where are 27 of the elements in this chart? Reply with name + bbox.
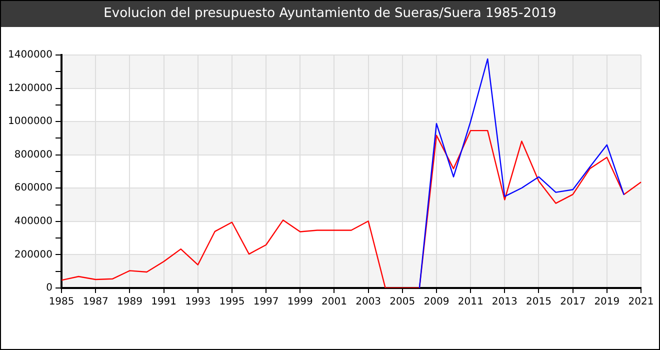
x-tick-label: 2001 [322, 296, 347, 308]
x-tick-label: 1997 [253, 296, 279, 308]
chart-title: Evolucion del presupuesto Ayuntamiento de Sueras/Suera 1985-2019 [1, 1, 659, 27]
y-tick-label: 400000 [14, 216, 53, 228]
y-tick-label: 1400000 [8, 50, 53, 61]
x-tick-label: 2017 [560, 296, 586, 308]
x-tick-label: 2015 [526, 296, 552, 308]
y-tick-label: 200000 [14, 249, 53, 260]
x-tick-label: 1989 [116, 296, 142, 308]
x-tick-label: 1985 [48, 296, 74, 308]
x-tick-label: 1991 [151, 296, 177, 308]
x-tick-label: 2009 [424, 296, 450, 308]
y-tick-label: 0 [46, 282, 53, 294]
x-tick-label: 2005 [390, 296, 416, 308]
x-tick-label: 2011 [458, 296, 484, 308]
x-tick-label: 1995 [219, 296, 245, 308]
y-tick-label: 800000 [14, 149, 53, 160]
x-tick-label: 1987 [82, 296, 108, 308]
y-tick-label: 1200000 [8, 82, 53, 94]
x-tick-label: 1999 [287, 296, 313, 308]
x-tick-label: 2021 [628, 296, 654, 308]
x-tick-label: 1993 [185, 296, 211, 308]
y-tick-label: 600000 [14, 182, 53, 194]
y-tick-label: 1000000 [8, 116, 53, 128]
x-tick-label: 2003 [356, 296, 382, 308]
x-tick-label: 2013 [492, 296, 518, 308]
x-tick-label: 2019 [594, 296, 620, 308]
